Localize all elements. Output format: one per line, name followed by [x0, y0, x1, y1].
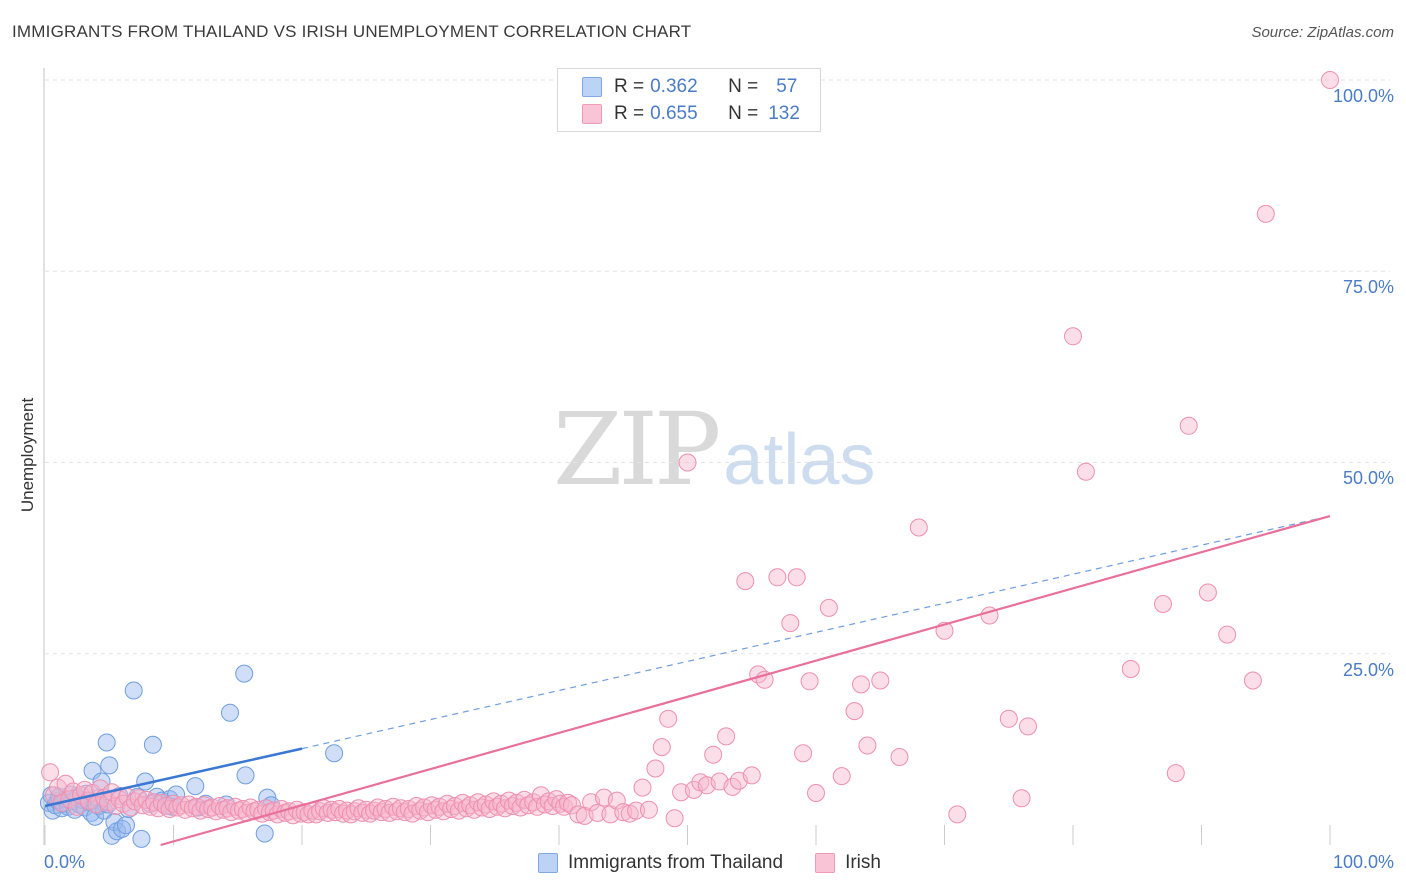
trend-layer: [44, 514, 1331, 847]
trend-line-thailand-extrapolated: [301, 515, 1331, 750]
data-point-irish: [1256, 204, 1275, 223]
grid-layer: [43, 68, 1390, 845]
data-point-thailand: [325, 744, 344, 763]
trend-line-thailand: [44, 747, 303, 808]
data-point-irish: [1012, 789, 1031, 808]
data-point-thailand: [255, 824, 274, 843]
data-point-thailand: [132, 829, 151, 848]
legend-swatch-thailand: [582, 77, 602, 97]
x-tick-max: 100.0%: [1332, 852, 1394, 872]
data-point-irish: [781, 614, 800, 633]
legend-row-thailand: R = 0.362 N = 57: [582, 75, 797, 99]
data-point-irish: [845, 702, 864, 721]
data-point-irish: [768, 568, 787, 587]
data-point-irish: [794, 744, 813, 763]
data-point-irish: [742, 766, 761, 785]
data-point-irish: [948, 805, 967, 824]
data-point-irish: [890, 748, 909, 766]
data-point-irish: [633, 778, 652, 797]
data-point-irish: [1064, 327, 1082, 346]
data-point-thailand: [124, 681, 143, 700]
data-point-irish: [736, 572, 755, 591]
correlation-legend: R = 0.362 N = 57 R = 0.655 N = 132: [557, 68, 821, 132]
data-point-irish: [607, 791, 626, 810]
data-point-thailand: [117, 816, 135, 835]
data-point-irish: [1179, 416, 1198, 435]
data-point-irish: [832, 767, 851, 786]
legend-r-value: 0.362: [650, 76, 698, 97]
data-point-irish: [639, 800, 658, 819]
data-point-thailand: [236, 766, 255, 785]
source-label: Source: ZipAtlas.com: [1251, 24, 1394, 41]
data-point-irish: [999, 709, 1018, 728]
legend-r-value: 0.655: [650, 103, 698, 124]
data-point-irish: [787, 568, 806, 587]
data-point-irish: [1198, 583, 1217, 602]
data-point-irish: [807, 784, 825, 802]
legend-n-label: N =: [728, 76, 759, 97]
data-point-irish: [678, 453, 697, 472]
points-layer: [39, 71, 1339, 848]
series-label-thailand: Immigrants from Thailand: [568, 852, 784, 873]
data-point-irish: [627, 801, 646, 820]
data-point-irish: [1154, 595, 1172, 613]
legend-row-irish: R = 0.655 N = 132: [582, 102, 800, 126]
series-legend-irish[interactable]: Irish: [815, 852, 881, 874]
legend-n-value: 132: [768, 103, 800, 124]
series-legend-thailand[interactable]: Immigrants from Thailand: [538, 852, 783, 874]
data-point-irish: [652, 738, 671, 757]
data-point-irish: [909, 518, 928, 537]
data-point-irish: [569, 805, 588, 824]
data-point-thailand: [100, 756, 119, 775]
data-point-irish: [1121, 660, 1140, 678]
x-tick-min: 0.0%: [44, 852, 86, 872]
data-point-irish: [1218, 625, 1237, 644]
y-tick-50: 50.0%: [1342, 468, 1394, 488]
data-point-irish: [646, 759, 665, 778]
data-point-irish: [871, 671, 890, 690]
data-point-irish: [1243, 671, 1262, 690]
series-label-irish: Irish: [845, 852, 881, 873]
legend-swatch-irish: [582, 104, 602, 124]
legend-n-label: N =: [728, 103, 759, 124]
data-point-irish: [659, 709, 678, 728]
data-point-irish: [852, 675, 870, 694]
data-point-thailand: [97, 733, 116, 752]
data-point-irish: [1321, 71, 1339, 89]
data-point-irish: [588, 803, 607, 822]
data-point-irish: [800, 672, 819, 691]
legend-r-label: R =: [614, 103, 645, 124]
data-point-thailand: [221, 703, 239, 722]
y-axis-label: Unemployment: [18, 397, 37, 513]
y-tick-25: 25.0%: [1342, 660, 1394, 680]
series-swatch-irish: [815, 853, 836, 873]
data-point-irish: [1076, 462, 1095, 481]
data-point-irish: [704, 745, 723, 764]
legend-r-label: R =: [614, 76, 645, 97]
data-point-irish: [717, 727, 736, 746]
data-point-irish: [858, 736, 877, 755]
data-point-irish: [41, 763, 60, 782]
data-point-irish: [562, 796, 581, 815]
watermark-zip: ZIP: [553, 391, 721, 508]
series-legend: Immigrants from Thailand Irish: [538, 852, 913, 874]
data-point-thailand: [235, 664, 254, 683]
y-tick-100: 100.0%: [1332, 86, 1394, 106]
data-point-thailand: [186, 777, 205, 796]
chart-title: IMMIGRANTS FROM THAILAND VS IRISH UNEMPL…: [12, 22, 692, 41]
trend-line-irish: [160, 514, 1331, 847]
data-point-irish: [1166, 764, 1185, 783]
data-point-irish: [665, 809, 684, 828]
series-swatch-thailand: [538, 853, 558, 873]
data-point-irish: [56, 774, 75, 793]
legend-n-value: 57: [776, 76, 798, 97]
data-point-irish: [819, 598, 838, 617]
y-tick-75: 75.0%: [1342, 277, 1394, 297]
data-point-thailand: [143, 735, 162, 754]
data-point-irish: [1019, 717, 1037, 736]
watermark: ZIPatlas: [553, 400, 875, 500]
watermark-atlas: atlas: [723, 420, 876, 500]
